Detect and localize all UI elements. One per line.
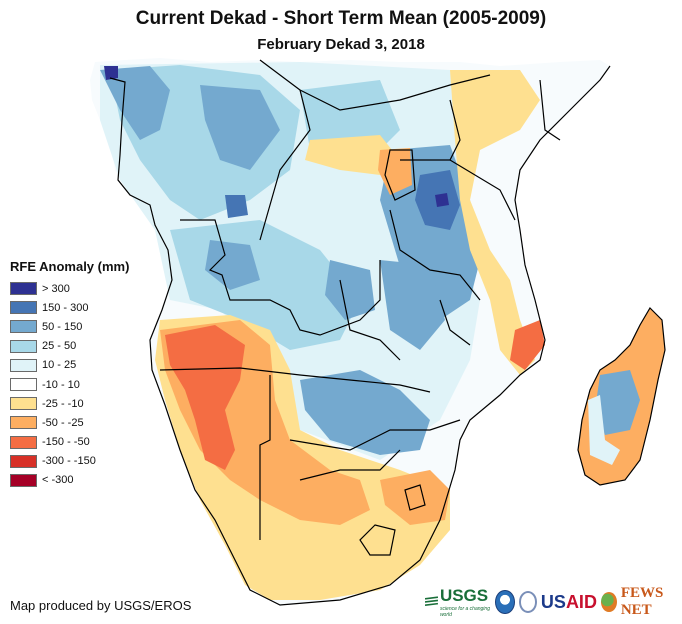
usgs-wave-icon xyxy=(425,596,438,607)
legend-label: 150 - 300 xyxy=(42,301,89,314)
region-gt-300 xyxy=(104,66,118,80)
region-50-150 xyxy=(200,85,280,170)
country-borders xyxy=(109,59,666,606)
region-madagascar-50-150 xyxy=(595,370,640,435)
usaid-logo: USAID xyxy=(541,592,597,613)
region-50-150 xyxy=(100,66,170,140)
region-minus-25-10 xyxy=(305,135,400,175)
legend: RFE Anomaly (mm) > 300 150 - 300 50 - 150 2… xyxy=(10,259,129,490)
usgs-tagline: science for a changing world xyxy=(439,606,490,618)
legend-title: RFE Anomaly (mm) xyxy=(10,259,130,274)
legend-swatch xyxy=(10,435,37,449)
legend-item: -150 - -50 xyxy=(10,433,129,452)
legend-label: 50 - 150 xyxy=(42,320,83,333)
usaid-us: US xyxy=(540,591,566,612)
legend-swatch xyxy=(10,378,37,392)
region-gt-300 xyxy=(435,193,449,207)
region-150-300 xyxy=(225,195,248,218)
legend-item: 150 - 300 xyxy=(10,298,129,317)
legend-label: 25 - 50 xyxy=(42,340,77,353)
legend-swatch xyxy=(10,397,37,411)
region-minus-25-10 xyxy=(450,70,540,375)
legend-item: 50 - 150 xyxy=(10,317,129,336)
legend-item: < -300 xyxy=(10,471,129,490)
region-minus-150-50 xyxy=(165,325,245,470)
legend-label: -150 - -50 xyxy=(42,436,90,449)
usgs-label: USGS xyxy=(439,586,489,605)
legend-item: -25 - -10 xyxy=(10,394,129,413)
region-minus-50-25 xyxy=(380,470,450,525)
region-madagascar-10-25 xyxy=(588,395,620,465)
legend-swatch xyxy=(10,473,37,487)
region-50-150 xyxy=(325,260,375,320)
logo-strip: USGS science for a changing world USAID … xyxy=(425,585,682,619)
noaa-logo-icon xyxy=(495,590,515,614)
legend-label: 10 - 25 xyxy=(42,359,77,372)
legend-label: < -300 xyxy=(42,474,74,487)
legend-label: -300 - -150 xyxy=(42,455,96,468)
legend-swatch xyxy=(10,301,37,315)
legend-swatch xyxy=(10,339,37,353)
legend-item: -50 - -25 xyxy=(10,413,129,432)
legend-label: -50 - -25 xyxy=(42,416,84,429)
legend-swatch xyxy=(10,416,37,430)
fews-net-logo: FEWS NET xyxy=(620,585,664,618)
credit-text: Map produced by USGS/EROS xyxy=(10,598,192,613)
map-title: Current Dekad - Short Term Mean (2005-20… xyxy=(135,8,547,29)
legend-swatch xyxy=(10,282,37,296)
map-subtitle: February Dekad 3, 2018 xyxy=(257,36,425,53)
usaid-seal-icon xyxy=(518,591,537,613)
region-50-150 xyxy=(380,260,445,350)
legend-item: 25 - 50 xyxy=(10,337,129,356)
region-50-150 xyxy=(300,370,430,455)
legend-label: -10 - 10 xyxy=(42,378,80,391)
legend-label: > 300 xyxy=(42,282,70,295)
legend-swatch xyxy=(10,320,37,334)
legend-label: -25 - -10 xyxy=(42,397,84,410)
usaid-aid: AID xyxy=(565,591,597,612)
legend-swatch xyxy=(10,454,37,468)
usgs-logo: USGS science for a changing world xyxy=(425,586,491,618)
legend-item: 10 - 25 xyxy=(10,356,129,375)
region-minus-150-50 xyxy=(510,320,545,370)
legend-swatch xyxy=(10,358,37,372)
fews-globe-icon xyxy=(600,592,617,612)
legend-item: -10 - 10 xyxy=(10,375,129,394)
region-50-150 xyxy=(205,240,260,290)
legend-item: -300 - -150 xyxy=(10,452,129,471)
legend-item: > 300 xyxy=(10,279,129,298)
